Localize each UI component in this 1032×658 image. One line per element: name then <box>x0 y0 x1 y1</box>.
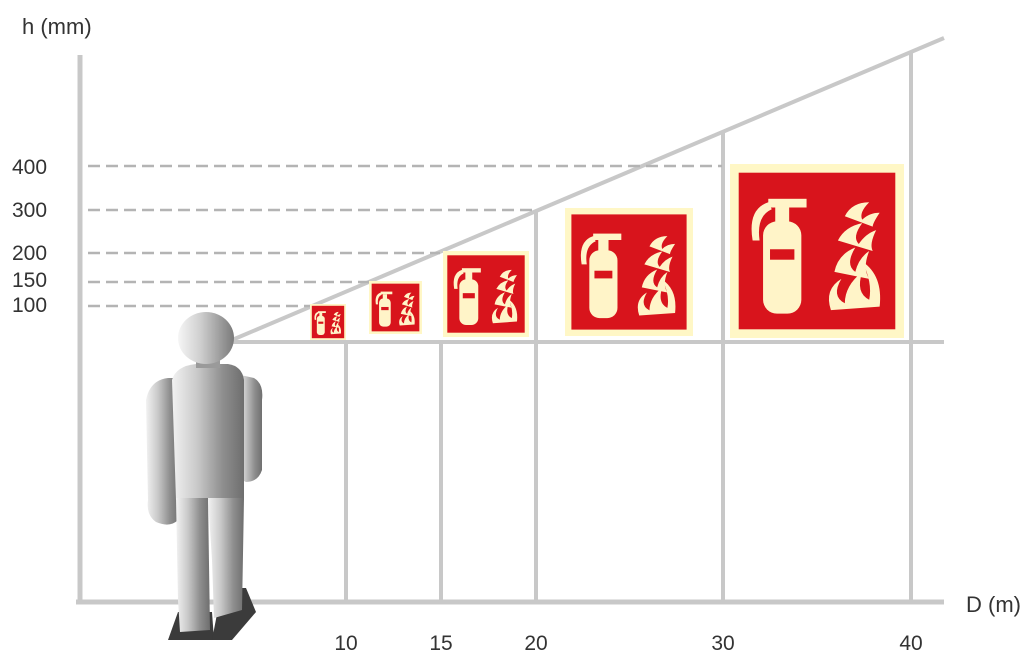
fire-extinguisher-sign-icon <box>369 281 422 334</box>
person-figure-icon <box>146 312 263 640</box>
y-tick-label-400: 400 <box>12 156 47 179</box>
x-axis-label: D (m) <box>966 592 1021 617</box>
y-tick-label-200: 200 <box>12 242 47 265</box>
y-tick-label-100: 100 <box>12 294 47 317</box>
y-tick-label-300: 300 <box>12 199 47 222</box>
x-tick-label-15: 15 <box>429 632 452 653</box>
fire-extinguisher-sign-icon <box>730 164 904 338</box>
fire-extinguisher-sign-icon <box>310 304 346 340</box>
x-tick-label-10: 10 <box>334 632 357 653</box>
sight-line <box>231 36 945 342</box>
fire-extinguisher-sign-icon <box>443 251 529 337</box>
x-tick-label-20: 20 <box>524 632 547 653</box>
y-tick-label-150: 150 <box>12 269 47 292</box>
y-axis-label: h (mm) <box>22 14 92 39</box>
x-tick-label-40: 40 <box>899 632 922 653</box>
fire-extinguisher-sign-icon <box>565 208 693 336</box>
x-tick-label-30: 30 <box>711 632 734 653</box>
